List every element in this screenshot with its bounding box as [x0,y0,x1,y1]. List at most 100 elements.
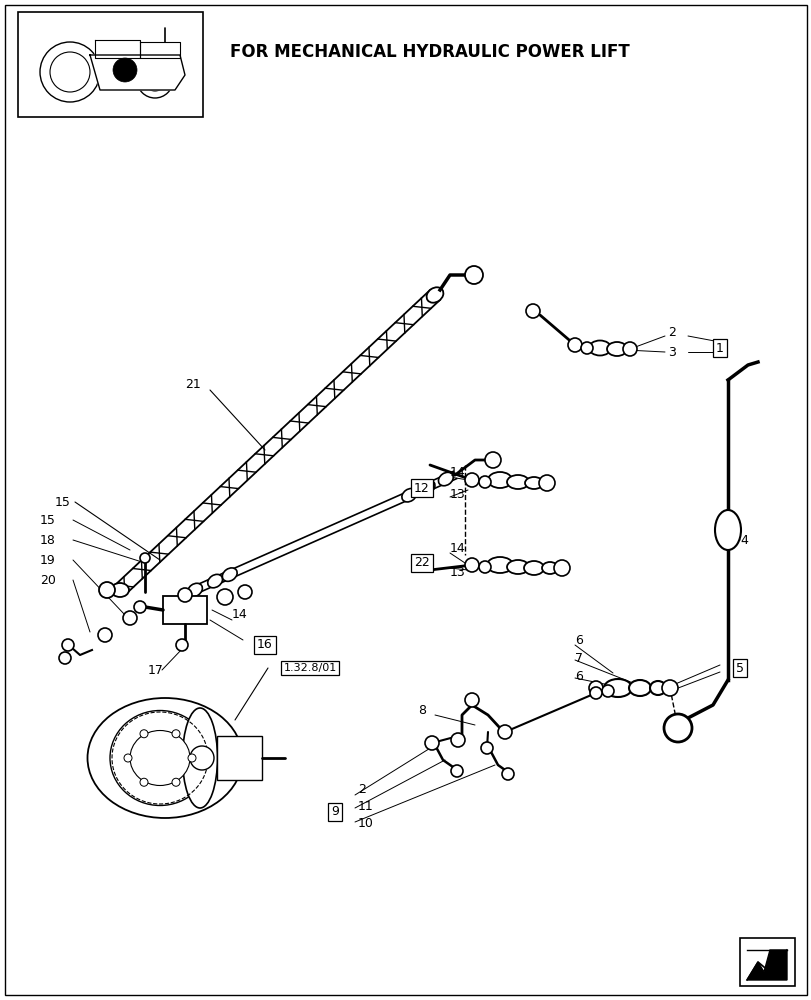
Text: 8: 8 [418,704,426,716]
Ellipse shape [523,561,543,575]
Circle shape [139,730,148,738]
Circle shape [450,733,465,747]
Circle shape [139,778,148,786]
Text: 4: 4 [739,534,747,546]
Circle shape [465,266,483,284]
Text: 13: 13 [449,488,466,502]
Circle shape [581,342,592,354]
Text: 9: 9 [331,805,338,818]
Circle shape [484,452,500,468]
Circle shape [172,730,180,738]
Circle shape [50,52,90,92]
Ellipse shape [208,574,222,588]
Polygon shape [95,40,139,58]
Ellipse shape [130,730,190,786]
Ellipse shape [401,489,416,502]
Text: 15: 15 [40,514,56,526]
Circle shape [622,342,636,356]
Text: 10: 10 [358,817,373,830]
Circle shape [172,778,180,786]
Text: 5: 5 [735,662,743,674]
Ellipse shape [603,679,631,697]
Circle shape [601,685,613,697]
Text: 16: 16 [257,639,272,652]
Ellipse shape [88,698,242,818]
Circle shape [661,680,677,696]
Text: 3: 3 [667,346,675,359]
Ellipse shape [426,287,443,303]
Text: 14: 14 [232,608,247,621]
Circle shape [176,639,188,651]
Circle shape [99,582,115,598]
Circle shape [539,475,554,491]
Circle shape [98,628,112,642]
Bar [739,938,794,986]
Circle shape [450,765,462,777]
Circle shape [465,558,478,572]
Polygon shape [90,55,185,90]
Circle shape [178,588,191,602]
Text: 14: 14 [449,542,466,554]
Circle shape [238,585,251,599]
Circle shape [40,42,100,102]
Ellipse shape [607,342,626,356]
Circle shape [590,687,601,699]
Text: 1.32.8/01: 1.32.8/01 [283,663,337,673]
Text: 19: 19 [40,554,56,566]
Text: 6: 6 [574,670,582,682]
Text: 1: 1 [715,342,723,355]
Ellipse shape [111,583,129,597]
Text: 20: 20 [40,574,56,586]
Circle shape [134,601,146,613]
Bar [217,736,262,780]
Circle shape [497,725,512,739]
Circle shape [501,768,513,780]
Text: 12: 12 [414,482,429,494]
Circle shape [188,754,195,762]
Bar [163,596,207,624]
Text: 13: 13 [449,566,466,578]
Ellipse shape [187,583,202,597]
Circle shape [480,742,492,754]
Ellipse shape [487,557,513,573]
Circle shape [553,560,569,576]
Circle shape [424,736,439,750]
Circle shape [59,652,71,664]
Circle shape [144,69,165,91]
Ellipse shape [714,510,740,550]
Ellipse shape [525,477,543,489]
Bar [18,12,203,117]
Polygon shape [139,42,180,58]
Ellipse shape [487,472,512,488]
Text: FOR MECHANICAL HYDRAULIC POWER LIFT: FOR MECHANICAL HYDRAULIC POWER LIFT [230,43,629,61]
Text: 15: 15 [55,495,71,508]
Circle shape [122,611,137,625]
Circle shape [465,473,478,487]
Ellipse shape [109,710,210,806]
Circle shape [478,561,491,573]
Text: 14: 14 [449,466,466,479]
Circle shape [137,62,173,98]
Text: 11: 11 [358,800,373,813]
Circle shape [139,553,150,563]
Text: 21: 21 [185,378,200,391]
Circle shape [217,589,233,605]
Text: 2: 2 [358,783,366,796]
Circle shape [526,304,539,318]
Circle shape [663,714,691,742]
Text: 2: 2 [667,326,675,338]
Circle shape [113,58,137,82]
Text: 7: 7 [574,652,582,664]
Ellipse shape [182,708,217,808]
Text: 18: 18 [40,534,56,546]
Circle shape [124,754,132,762]
Ellipse shape [649,681,665,695]
Circle shape [588,681,603,695]
Circle shape [62,639,74,651]
Circle shape [478,476,491,488]
Text: 17: 17 [148,664,164,676]
Text: 6: 6 [574,634,582,647]
Text: 22: 22 [414,556,429,570]
Ellipse shape [438,472,453,486]
Ellipse shape [629,680,650,696]
